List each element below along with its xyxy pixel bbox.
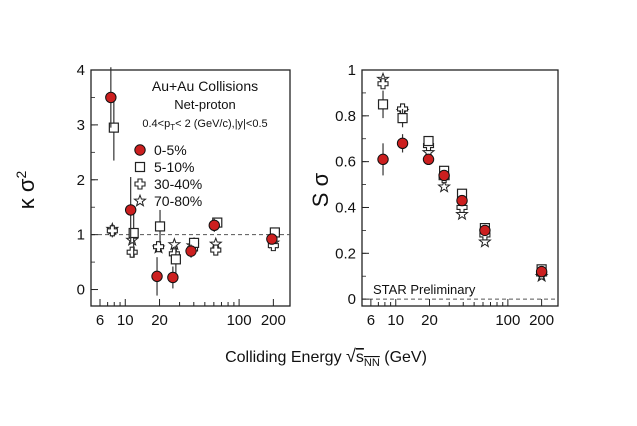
left-data-point (266, 233, 278, 245)
right-data-point (438, 169, 450, 182)
legend: 0-5%5-10%30-40%70-80% (133, 142, 202, 209)
legend-marker (133, 193, 147, 207)
right-data-point (455, 207, 469, 221)
legend-marker (134, 178, 146, 190)
left-ticks: 6 10 20 100 200 0 1 2 3 4 (77, 62, 286, 329)
left-y-tick-label: 2 (77, 172, 85, 189)
left-data-point (210, 244, 222, 256)
right-y-tick-label: 0.6 (335, 154, 356, 171)
legend-label: 70-80% (154, 193, 202, 209)
left-data-point (125, 232, 140, 247)
left-y-axis-label: κ σ2 (13, 171, 39, 210)
right-y-tick-label: 0.4 (335, 199, 356, 216)
right-x-tick-label: 100 (495, 312, 520, 329)
right-data-point (535, 265, 548, 278)
left-data-point (185, 245, 197, 257)
left-y-tick-label: 4 (77, 62, 85, 79)
left-data-point (108, 122, 119, 133)
left-data-point (167, 271, 179, 284)
left-x-tick-label: 100 (227, 312, 252, 329)
right-plot-frame (361, 69, 559, 307)
left-y-tick-label: 0 (77, 282, 85, 299)
right-data-point (422, 153, 435, 166)
left-y-tick-label: 3 (77, 117, 85, 134)
right-data-point (479, 224, 491, 237)
right-x-tick-label: 6 (367, 312, 375, 329)
left-data-point (267, 240, 279, 252)
right-data-point (377, 99, 389, 110)
x-axis-label: Colliding Energy √sNN (GeV) (225, 346, 427, 369)
right-data-point (423, 135, 434, 147)
left-panel: 6 10 20 100 200 0 1 2 3 4 κ σ2 Au+Au Collisions N… (13, 62, 291, 329)
left-x-tick-label: 10 (117, 312, 134, 329)
right-data-marks (376, 71, 549, 283)
left-x-tick-label: 200 (261, 312, 286, 329)
star-preliminary-label: STAR Preliminary (373, 282, 476, 297)
legend-label: 0-5% (154, 142, 187, 158)
right-x-tick-label: 20 (421, 312, 438, 329)
left-data-point (124, 204, 137, 216)
right-x-tick-label: 200 (529, 312, 554, 329)
left-data-marks (105, 67, 281, 296)
left-kinematic-cuts: 0.4<pT< 2 (GeV/c),|y|<0.5 (142, 118, 267, 132)
left-data-point (152, 241, 165, 253)
left-data-point (151, 270, 163, 283)
right-data-point (437, 179, 452, 193)
left-x-tick-label: 6 (96, 312, 104, 329)
right-data-point (397, 113, 408, 124)
legend-label: 5-10% (154, 159, 194, 175)
left-plot-frame (90, 69, 291, 307)
right-y-tick-label: 0 (348, 291, 356, 308)
right-y-tick-label: 0.2 (335, 245, 356, 262)
right-data-point (478, 234, 492, 248)
legend-label: 30-40% (154, 176, 202, 192)
right-y-axis-label: S σ (308, 172, 333, 207)
left-title-line-2: Net-proton (174, 97, 235, 112)
left-y-tick-label: 1 (77, 227, 85, 244)
left-data-point (170, 254, 181, 265)
right-data-point (377, 78, 389, 90)
right-data-point (396, 137, 409, 150)
right-y-tick-label: 0.8 (335, 108, 356, 125)
legend-marker (134, 144, 146, 156)
left-x-tick-label: 20 (151, 312, 168, 329)
right-data-point (377, 153, 389, 166)
left-data-point (208, 219, 220, 232)
right-x-tick-label: 10 (387, 312, 404, 329)
legend-marker (134, 161, 146, 173)
right-y-tick-label: 1 (348, 62, 356, 79)
left-data-point (167, 237, 182, 251)
left-data-point (128, 227, 139, 239)
left-data-point (154, 221, 166, 232)
right-panel: 6 10 20 100 200 0 0.2 0.4 0.6 0.8 1 S σ STAR Preli… (308, 62, 559, 329)
right-ticks: 6 10 20 100 200 0 0.2 0.4 0.6 0.8 1 (335, 62, 554, 329)
left-title-line-1: Au+Au Collisions (152, 78, 258, 94)
left-data-point (106, 225, 118, 237)
right-data-point (456, 194, 468, 207)
left-data-point (105, 91, 117, 104)
